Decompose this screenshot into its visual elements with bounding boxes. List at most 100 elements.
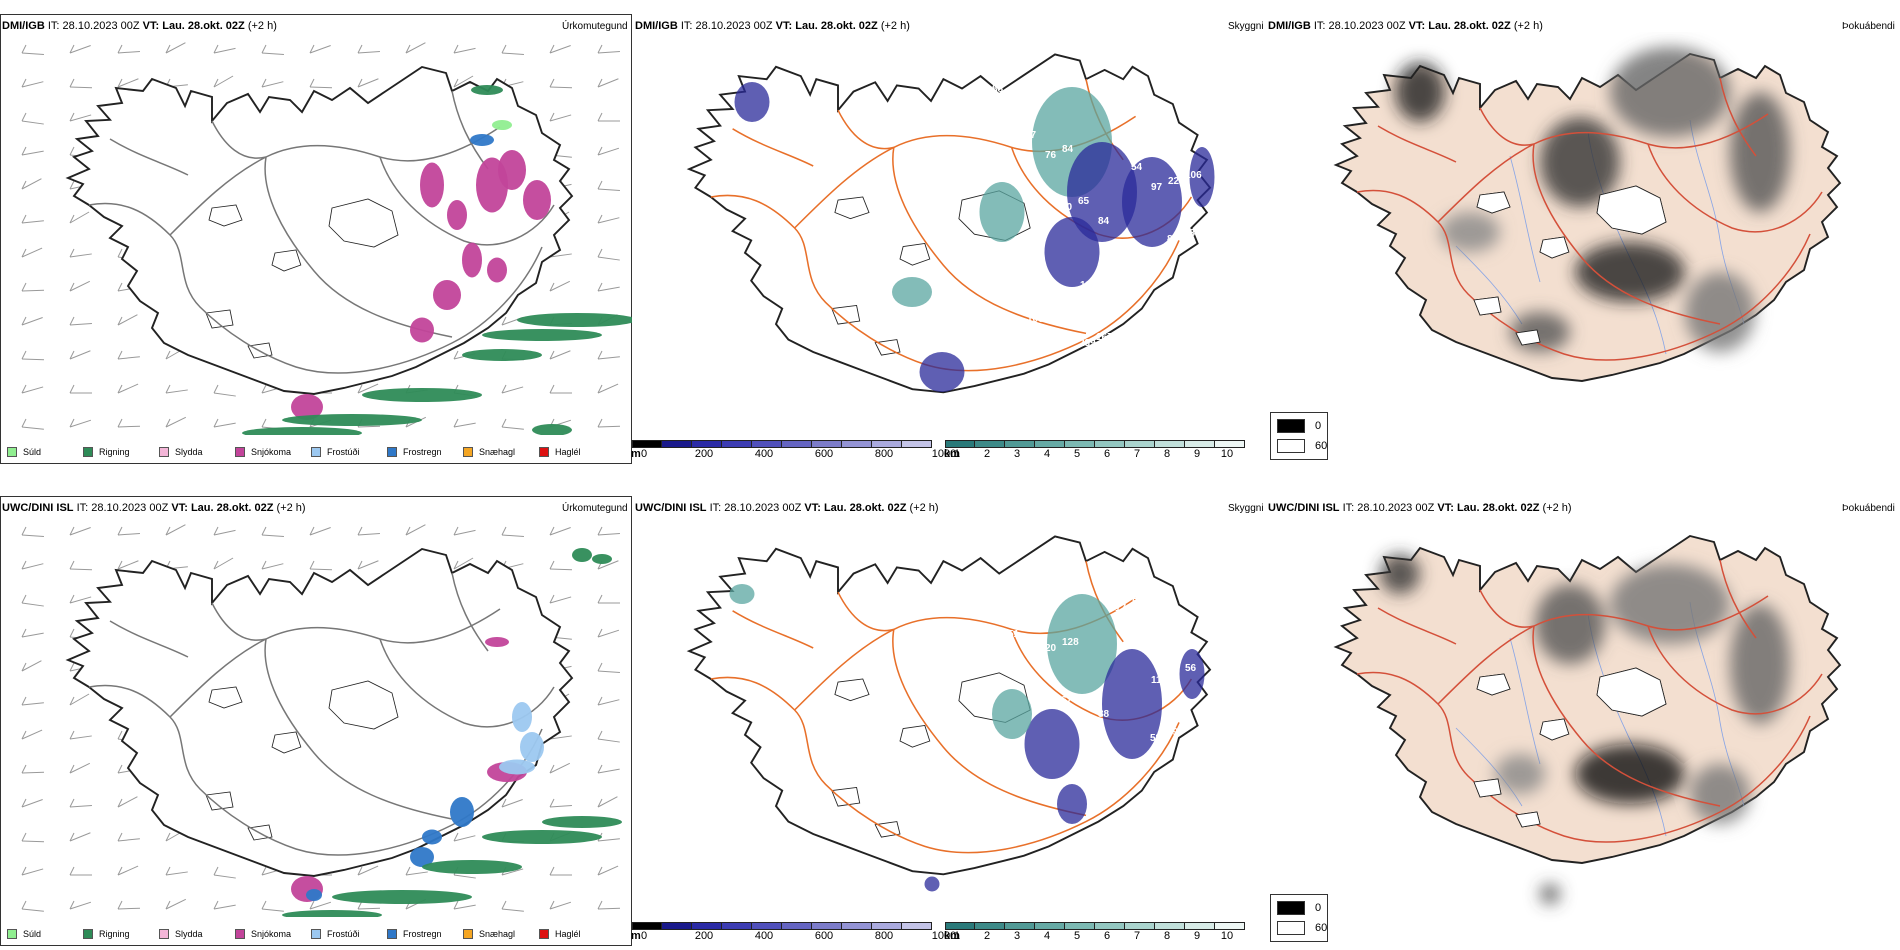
cloud-value-label: 173 <box>992 577 1009 588</box>
colorbar-cell <box>872 922 902 930</box>
legend-swatch <box>387 447 397 457</box>
tick-label: 9 <box>1193 930 1201 942</box>
fog-black-swatch <box>1277 901 1305 915</box>
model-name: DMI/IGB <box>635 20 678 32</box>
precip-legend-item: Frostregn <box>387 447 463 457</box>
colorbar-cell <box>782 922 812 930</box>
colorbar-cell <box>1005 440 1035 448</box>
cloud-value-label: 84 <box>1062 144 1074 155</box>
valid-time: Lau. 28.okt. 02Z <box>795 20 878 32</box>
colorbar-cell <box>692 440 722 448</box>
cloud-patches <box>729 584 1205 892</box>
precip-patches <box>282 548 622 917</box>
cloud-value-label: 51 <box>1008 629 1020 640</box>
fog-legend-row: 0 <box>1277 901 1321 915</box>
cloud-value-label: 75 <box>1168 669 1180 680</box>
legend-label: Slydda <box>175 447 203 457</box>
cloud-value-label: 88 <box>1167 234 1179 245</box>
legend-swatch <box>7 929 17 939</box>
colorbar-cell <box>842 922 872 930</box>
cloud-value-label: 176 <box>1115 603 1132 614</box>
cloud-value-label: 105 <box>1044 701 1061 712</box>
tick-label: 400 <box>754 448 774 460</box>
cloud-value-label: 69 <box>1167 727 1179 738</box>
cloud-value-label: 65 <box>1097 767 1109 778</box>
legend-label: Slydda <box>175 929 203 939</box>
legend-label: Haglél <box>555 929 581 939</box>
road-network <box>1356 77 1823 361</box>
colorbar-cell <box>1155 922 1185 930</box>
road-network <box>1356 559 1823 843</box>
init-time: 28.10.2023 00Z <box>62 20 140 32</box>
legend-swatch <box>387 929 397 939</box>
tick-label: 1000 <box>931 930 957 942</box>
valid-time: Lau. 28.okt. 02Z <box>1428 20 1511 32</box>
precip-legend-item: Snjókoma <box>235 447 311 457</box>
cloud-patches <box>734 82 1215 392</box>
precip-legend-item: Snjókoma <box>235 929 311 939</box>
tick-label: 1 <box>953 930 961 942</box>
model-name: DMI/IGB <box>2 20 45 32</box>
colorbar-cell <box>782 440 812 448</box>
tick-label: 4 <box>1043 448 1051 460</box>
tick-label: 1 <box>953 448 961 460</box>
cloud-value-label: 148 <box>1186 805 1203 816</box>
legend-label: Rigning <box>99 447 130 457</box>
cloud-value-labels: 1732088119192638280148100128176751921056… <box>992 571 1238 876</box>
colorbar-cell <box>945 440 975 448</box>
tick-label: 10 <box>1220 930 1234 942</box>
legend-label: Haglél <box>555 447 581 457</box>
legend-label: Frostregn <box>403 929 442 939</box>
legend-swatch <box>7 447 17 457</box>
tick-label: 600 <box>814 448 834 460</box>
cloud-value-label: 119 <box>1026 372 1043 383</box>
cloud-value-label: 97 <box>1151 182 1163 193</box>
legend-swatch <box>311 447 321 457</box>
cloud-header: DMI/IGB IT: 28.10.2023 00Z VT: Lau. 28.o… <box>635 20 910 33</box>
tick-label: 1000 <box>931 448 957 460</box>
vt-label: VT: <box>1437 502 1454 514</box>
cloud-value-labels: 88 76 84 97 176 100 138 129 109 170 84 73 226 136 83 67… <box>992 84 1238 389</box>
vt-label: VT: <box>171 502 188 514</box>
fog-black-label: 0 <box>1315 902 1322 914</box>
height-colorbar <box>632 440 932 448</box>
legend-swatch <box>463 929 473 939</box>
lead-time: (+2 h) <box>1542 502 1572 514</box>
colorbar-cell <box>1125 922 1155 930</box>
fog-title: Þokuábendi <box>1842 503 1895 514</box>
fog-legend: 0 60 <box>1270 412 1328 460</box>
colorbar-cell <box>872 440 902 448</box>
tick-label: 6 <box>1103 930 1111 942</box>
cloud-value-label: 161 <box>1043 366 1060 377</box>
colorbar-cell <box>1215 440 1245 448</box>
colorbar-cell <box>692 922 722 930</box>
colorbar-cell <box>1185 922 1215 930</box>
precip-legend-item: Haglél <box>539 929 615 939</box>
precip-type-panel: Súld Rigning Slydda Snjókoma Frostúði Frostre… <box>0 496 632 946</box>
colorbar-cell <box>945 922 975 930</box>
colorbar-cell <box>1215 922 1245 930</box>
it-label: IT: <box>709 502 722 514</box>
tick-label: 0 <box>640 448 648 460</box>
cloud-value-label: 54 <box>1132 597 1144 608</box>
colorbar-cell <box>1095 922 1125 930</box>
tick-label: 800 <box>874 448 894 460</box>
vt-label: VT: <box>1408 20 1426 32</box>
tick-label: 7 <box>1133 448 1141 460</box>
fog-white-label: 60 <box>1315 440 1328 452</box>
cloud-value-label: 192 <box>1204 741 1221 752</box>
tick-label: 600 <box>814 930 834 942</box>
cloud-value-label: 15 <box>1132 104 1144 115</box>
cloud-value-label: 119 <box>1151 675 1168 686</box>
colorbar-cell <box>752 440 782 448</box>
tick-label: 8 <box>1163 930 1171 942</box>
valid-time: Lau. 28.okt. 02Z <box>162 20 245 32</box>
colorbar-cell <box>722 922 752 930</box>
cloud-value-label: 77 <box>1025 130 1037 141</box>
cloud-map: 1732088119192638280148100128176751921056… <box>686 535 1238 892</box>
lead-time: (+2 h) <box>276 502 306 514</box>
cloud-title: Skyggni <box>1228 503 1264 514</box>
height-colorbar-unit: m <box>631 930 641 942</box>
fog-title: Þokuábendi <box>1842 21 1895 32</box>
cloud-value-label: 106 <box>1185 170 1202 181</box>
